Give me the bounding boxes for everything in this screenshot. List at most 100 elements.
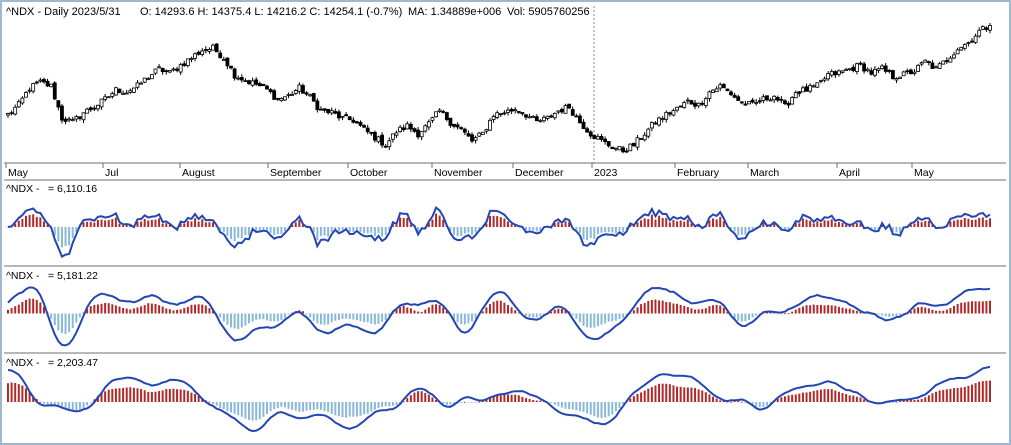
histogram-bar (859, 223, 862, 227)
histogram-bar (309, 313, 312, 318)
histogram-bar (222, 313, 225, 322)
histogram-bar (283, 402, 286, 408)
histogram-bar (377, 227, 380, 234)
histogram-bar (319, 227, 322, 236)
candle-body (596, 136, 600, 140)
histogram-bar (240, 313, 243, 328)
candle-body (851, 66, 856, 72)
histogram-bar (683, 387, 686, 402)
candle-body (70, 119, 75, 121)
candle-body (786, 102, 791, 106)
histogram-bar (719, 400, 722, 402)
histogram-bar (388, 402, 391, 407)
histogram-bar (614, 227, 617, 234)
candle (171, 67, 176, 72)
candle (301, 83, 305, 94)
histogram-bar (981, 217, 984, 227)
candle-body (358, 122, 363, 126)
histogram-bar (564, 221, 567, 227)
histogram-bar (10, 308, 13, 314)
histogram-bar (510, 307, 513, 314)
candle (923, 59, 928, 63)
candle-body (693, 102, 697, 107)
candle (146, 77, 151, 81)
histogram-bar (60, 402, 63, 409)
histogram-bar (150, 303, 153, 314)
histogram-bar (589, 227, 592, 239)
histogram-bar (917, 220, 920, 227)
candle (682, 100, 687, 109)
candle (570, 106, 575, 116)
histogram-bar (528, 313, 531, 318)
histogram-bar (456, 313, 459, 323)
candle-body (506, 109, 510, 113)
histogram-bar (859, 397, 862, 402)
histogram-bar (194, 304, 197, 314)
candle-body (182, 63, 187, 66)
histogram-bar (496, 300, 499, 314)
candle-body (426, 121, 431, 128)
candle (545, 115, 550, 121)
histogram-bar (654, 219, 657, 227)
candle-body (128, 90, 133, 93)
candle (560, 107, 564, 114)
histogram-bar (989, 380, 991, 402)
histogram-bar (600, 402, 603, 418)
candle (829, 69, 834, 78)
histogram-bar (906, 399, 909, 402)
candle (754, 98, 759, 106)
histogram-bar (183, 389, 186, 402)
histogram-bar (345, 227, 348, 229)
candle (286, 92, 291, 99)
candle-body (142, 77, 147, 83)
candle-body (466, 133, 471, 137)
candle-body (185, 58, 190, 66)
candle-body (16, 101, 21, 108)
histogram-bar (524, 313, 527, 317)
histogram-bar (798, 223, 801, 227)
candle-body (164, 70, 169, 73)
candle-body (286, 94, 291, 96)
histogram-bar (179, 389, 182, 402)
oscillator-panel-1: ^NDX - = 6,110.16 (6, 183, 991, 259)
histogram-bar (384, 227, 387, 235)
histogram-bar (769, 311, 772, 314)
candle (193, 52, 197, 62)
candle-body (103, 96, 108, 100)
candle-body (829, 71, 834, 76)
candle (426, 119, 431, 131)
candle-body (894, 78, 899, 81)
histogram-bar (406, 307, 409, 314)
histogram-bar (650, 214, 653, 227)
oscillator-panel-2: ^NDX - = 5,181.22 (6, 270, 991, 347)
histogram-bar (956, 219, 959, 227)
candle (739, 100, 744, 105)
histogram-bar (632, 225, 635, 227)
candle (444, 111, 449, 122)
candle (290, 91, 295, 96)
candle (959, 46, 964, 51)
histogram-bar (715, 398, 718, 402)
histogram-bar (787, 313, 790, 315)
candle (901, 70, 906, 77)
histogram-bar (694, 388, 697, 402)
candle-body (265, 85, 269, 90)
candle (6, 112, 10, 118)
candle-body (488, 119, 492, 131)
histogram-bar (960, 302, 963, 314)
histogram-bar (816, 390, 819, 402)
candle (538, 119, 543, 123)
histogram-bar (956, 387, 959, 402)
histogram-bar (481, 311, 484, 314)
histogram-bar (834, 305, 837, 314)
histogram-bar (212, 402, 215, 404)
histogram-bar (618, 227, 621, 231)
candle (585, 126, 590, 133)
x-tick: 2023 (591, 163, 618, 179)
candle (149, 74, 154, 80)
histogram-bar (747, 313, 750, 321)
candle-body (293, 90, 298, 94)
histogram-bar (589, 402, 592, 415)
histogram-bar (812, 390, 815, 402)
histogram-bar (737, 313, 740, 321)
